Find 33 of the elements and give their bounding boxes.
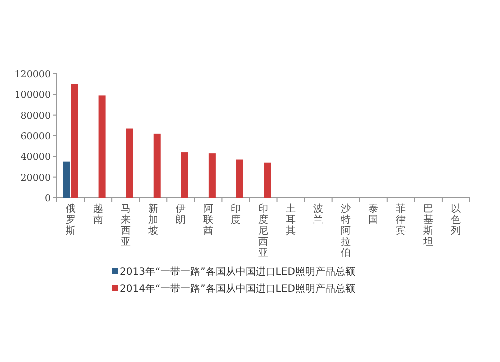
x-tick-label: 印度 [230, 203, 241, 226]
bar [126, 128, 134, 198]
x-tick-label: 新加坡 [147, 203, 158, 237]
x-tick-label: 泰国 [368, 204, 379, 226]
x-tick-label: 俄罗斯 [66, 203, 76, 237]
y-tick-label: 60000 [20, 132, 51, 142]
x-tick-label: 菲律宾 [396, 203, 406, 237]
x-tick-label: 马来西亚 [120, 204, 131, 248]
x-tick-label: 沙特阿拉伯 [341, 203, 352, 259]
y-tick-label: 0 [44, 194, 51, 204]
x-tick-label: 巴基斯坦 [422, 204, 434, 248]
y-tick-label: 40000 [20, 152, 51, 164]
y-tick-label: 80000 [20, 110, 51, 122]
bar [63, 162, 70, 198]
x-tick-label: 越南 [93, 203, 104, 226]
legend-label: 2013年“一带一路”各国从中国进口LED照明产品总额 [120, 266, 356, 278]
legend-label: 2014年“一带一路”各国从中国进口LED照明产品总额 [120, 283, 356, 295]
x-tick-label: 以色列 [451, 203, 462, 237]
y-tick-label: 20000 [20, 172, 51, 184]
y-tick-label: 120000 [14, 70, 51, 80]
bar [181, 152, 188, 198]
bar [98, 96, 106, 198]
bar [71, 84, 78, 198]
x-tick-label: 阿联酋 [203, 204, 214, 237]
bar [236, 160, 244, 198]
x-tick-label: 土耳其 [286, 203, 296, 237]
bar [208, 154, 216, 198]
y-tick-label: 100000 [14, 90, 51, 102]
x-tick-label: 波兰 [314, 203, 324, 226]
x-tick-label: 印度尼西亚 [258, 203, 268, 259]
bar [264, 162, 271, 198]
x-tick-label: 伊朗 [176, 204, 186, 226]
bar [154, 134, 161, 198]
